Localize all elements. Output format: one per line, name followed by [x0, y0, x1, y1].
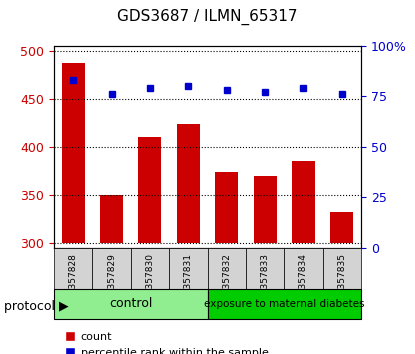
Bar	[208, 289, 361, 319]
Bar	[93, 248, 131, 289]
Text: protocol ▶: protocol ▶	[4, 300, 69, 313]
Bar	[131, 248, 169, 289]
Bar	[169, 248, 208, 289]
Bar	[323, 248, 361, 289]
Text: GSM357829: GSM357829	[107, 253, 116, 308]
Text: GSM357835: GSM357835	[337, 253, 347, 308]
Bar	[100, 195, 123, 243]
Text: GSM357833: GSM357833	[261, 253, 270, 308]
Bar	[177, 124, 200, 243]
Bar	[139, 137, 161, 243]
Bar	[54, 248, 93, 289]
Text: exposure to maternal diabetes: exposure to maternal diabetes	[204, 298, 364, 309]
Text: GSM357832: GSM357832	[222, 253, 231, 308]
Text: GDS3687 / ILMN_65317: GDS3687 / ILMN_65317	[117, 9, 298, 25]
Text: control: control	[109, 297, 152, 310]
Bar	[254, 176, 276, 243]
Text: GSM357834: GSM357834	[299, 253, 308, 308]
Legend: count, percentile rank within the sample: count, percentile rank within the sample	[59, 328, 273, 354]
Text: GSM357830: GSM357830	[145, 253, 154, 308]
Bar	[62, 63, 85, 243]
Bar	[54, 289, 208, 319]
Bar	[208, 248, 246, 289]
Text: GSM357831: GSM357831	[184, 253, 193, 308]
Bar	[292, 161, 315, 243]
Bar	[246, 248, 284, 289]
Bar	[215, 172, 238, 243]
Bar	[330, 212, 354, 243]
Text: GSM357828: GSM357828	[68, 253, 78, 308]
Bar	[284, 248, 323, 289]
